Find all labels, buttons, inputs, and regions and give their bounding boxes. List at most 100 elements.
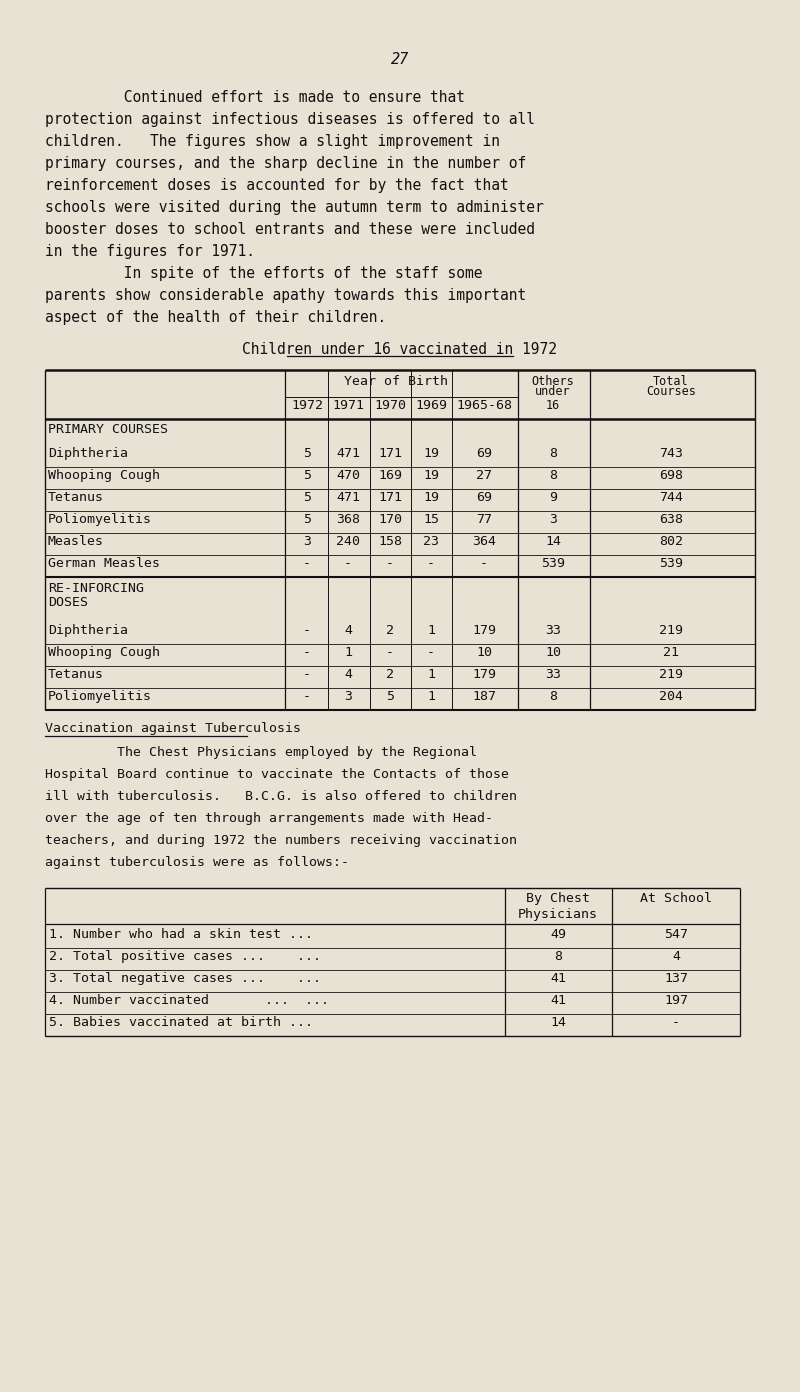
- Text: 19: 19: [423, 469, 439, 482]
- Text: 8: 8: [549, 447, 557, 459]
- Text: children.   The figures show a slight improvement in: children. The figures show a slight impr…: [45, 134, 500, 149]
- Text: 5: 5: [303, 447, 311, 459]
- Text: 1. Number who had a skin test ...: 1. Number who had a skin test ...: [49, 928, 313, 941]
- Text: 179: 179: [472, 668, 496, 681]
- Text: 1: 1: [427, 668, 435, 681]
- Text: parents show considerable apathy towards this important: parents show considerable apathy towards…: [45, 288, 526, 303]
- Text: primary courses, and the sharp decline in the number of: primary courses, and the sharp decline i…: [45, 156, 526, 171]
- Text: 8: 8: [549, 690, 557, 703]
- Text: 27: 27: [391, 52, 409, 67]
- Text: 33: 33: [545, 624, 561, 638]
- Text: 4: 4: [344, 624, 352, 638]
- Text: Whooping Cough: Whooping Cough: [48, 646, 160, 658]
- Text: By Chest: By Chest: [526, 892, 590, 905]
- Text: 41: 41: [550, 972, 566, 986]
- Text: 14: 14: [550, 1016, 566, 1029]
- Text: 171: 171: [378, 447, 402, 459]
- Text: 3. Total negative cases ...    ...: 3. Total negative cases ... ...: [49, 972, 321, 986]
- Text: Total: Total: [653, 374, 689, 388]
- Text: 15: 15: [423, 514, 439, 526]
- Text: 3: 3: [303, 535, 311, 548]
- Text: 744: 744: [659, 491, 683, 504]
- Text: Hospital Board continue to vaccinate the Contacts of those: Hospital Board continue to vaccinate the…: [45, 768, 509, 781]
- Text: Poliomyelitis: Poliomyelitis: [48, 514, 152, 526]
- Text: Vaccination against Tuberculosis: Vaccination against Tuberculosis: [45, 722, 301, 735]
- Text: -: -: [303, 557, 311, 569]
- Text: 743: 743: [659, 447, 683, 459]
- Text: ill with tuberculosis.   B.C.G. is also offered to children: ill with tuberculosis. B.C.G. is also of…: [45, 791, 517, 803]
- Text: -: -: [303, 690, 311, 703]
- Text: RE-INFORCING: RE-INFORCING: [48, 582, 144, 594]
- Text: 69: 69: [476, 491, 492, 504]
- Text: 77: 77: [476, 514, 492, 526]
- Text: 9: 9: [549, 491, 557, 504]
- Text: -: -: [386, 646, 394, 658]
- Text: in the figures for 1971.: in the figures for 1971.: [45, 244, 255, 259]
- Text: -: -: [672, 1016, 680, 1029]
- Text: 1: 1: [344, 646, 352, 658]
- Text: 171: 171: [378, 491, 402, 504]
- Text: PRIMARY COURSES: PRIMARY COURSES: [48, 423, 168, 436]
- Text: 539: 539: [659, 557, 683, 569]
- Text: 547: 547: [664, 928, 688, 941]
- Text: Whooping Cough: Whooping Cough: [48, 469, 160, 482]
- Text: 471: 471: [336, 491, 360, 504]
- Text: -: -: [344, 557, 352, 569]
- Text: protection against infectious diseases is offered to all: protection against infectious diseases i…: [45, 111, 535, 127]
- Text: 1971: 1971: [332, 400, 364, 412]
- Text: Courses: Courses: [646, 386, 696, 398]
- Text: booster doses to school entrants and these were included: booster doses to school entrants and the…: [45, 221, 535, 237]
- Text: 21: 21: [663, 646, 679, 658]
- Text: 5: 5: [303, 491, 311, 504]
- Text: 3: 3: [549, 514, 557, 526]
- Text: 49: 49: [550, 928, 566, 941]
- Text: 23: 23: [423, 535, 439, 548]
- Text: 4: 4: [672, 949, 680, 963]
- Text: -: -: [427, 557, 435, 569]
- Text: Physicians: Physicians: [518, 908, 598, 922]
- Text: -: -: [303, 624, 311, 638]
- Text: 16: 16: [546, 400, 560, 412]
- Text: 10: 10: [476, 646, 492, 658]
- Text: 1969: 1969: [415, 400, 447, 412]
- Text: 41: 41: [550, 994, 566, 1006]
- Text: 8: 8: [549, 469, 557, 482]
- Text: German Measles: German Measles: [48, 557, 160, 569]
- Text: 10: 10: [545, 646, 561, 658]
- Text: 19: 19: [423, 447, 439, 459]
- Text: At School: At School: [640, 892, 712, 905]
- Text: 1965-68: 1965-68: [456, 400, 512, 412]
- Text: teachers, and during 1972 the numbers receiving vaccination: teachers, and during 1972 the numbers re…: [45, 834, 517, 846]
- Text: 1: 1: [427, 624, 435, 638]
- Text: 8: 8: [554, 949, 562, 963]
- Text: -: -: [480, 557, 488, 569]
- Text: Tetanus: Tetanus: [48, 491, 104, 504]
- Text: Tetanus: Tetanus: [48, 668, 104, 681]
- Text: 2: 2: [386, 624, 394, 638]
- Text: 204: 204: [659, 690, 683, 703]
- Text: Diphtheria: Diphtheria: [48, 447, 128, 459]
- Text: -: -: [303, 668, 311, 681]
- Text: 5. Babies vaccinated at birth ...: 5. Babies vaccinated at birth ...: [49, 1016, 313, 1029]
- Text: 137: 137: [664, 972, 688, 986]
- Text: -: -: [427, 646, 435, 658]
- Text: 364: 364: [472, 535, 496, 548]
- Text: under: under: [535, 386, 571, 398]
- Text: 169: 169: [378, 469, 402, 482]
- Text: 240: 240: [336, 535, 360, 548]
- Text: Measles: Measles: [48, 535, 104, 548]
- Text: 802: 802: [659, 535, 683, 548]
- Text: 4. Number vaccinated       ...  ...: 4. Number vaccinated ... ...: [49, 994, 329, 1006]
- Text: Continued effort is made to ensure that: Continued effort is made to ensure that: [45, 90, 465, 104]
- Text: 3: 3: [344, 690, 352, 703]
- Text: reinforcement doses is accounted for by the fact that: reinforcement doses is accounted for by …: [45, 178, 509, 193]
- Text: 27: 27: [476, 469, 492, 482]
- Text: 470: 470: [336, 469, 360, 482]
- Text: In spite of the efforts of the staff some: In spite of the efforts of the staff som…: [45, 266, 482, 281]
- Text: 19: 19: [423, 491, 439, 504]
- Text: over the age of ten through arrangements made with Head-: over the age of ten through arrangements…: [45, 812, 493, 825]
- Text: against tuberculosis were as follows:-: against tuberculosis were as follows:-: [45, 856, 349, 869]
- Text: -: -: [386, 557, 394, 569]
- Text: 219: 219: [659, 624, 683, 638]
- Text: 2: 2: [386, 668, 394, 681]
